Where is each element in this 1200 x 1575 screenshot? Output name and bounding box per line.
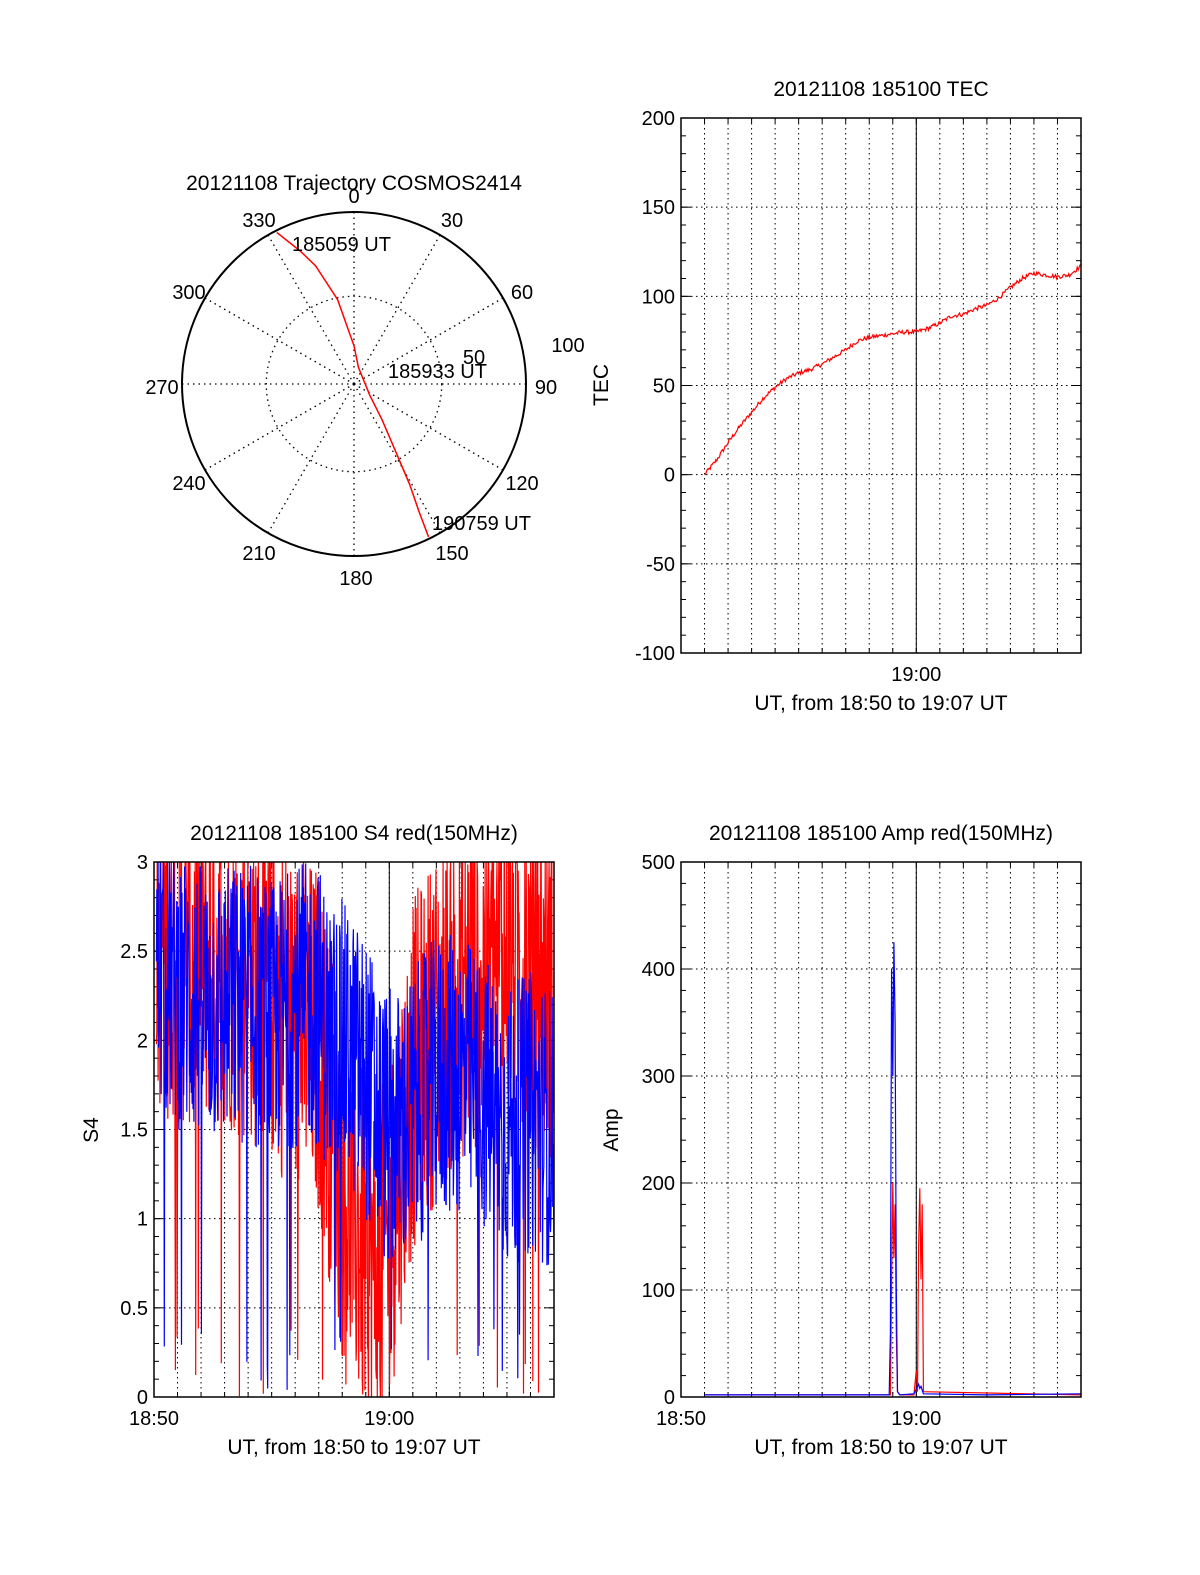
- polar-angle-label: 150: [435, 543, 468, 565]
- s4-ylabel: S4: [80, 1117, 103, 1143]
- y-tick-label: 2: [137, 1030, 148, 1052]
- track-time-annotation: 185059 UT: [292, 234, 391, 256]
- y-tick-label: 2.5: [120, 941, 148, 963]
- amp-ylabel: Amp: [600, 1108, 623, 1151]
- tec-panel: 20121108 185100 TEC UT, from 18:50 to 19…: [590, 78, 1082, 715]
- y-tick-label: 500: [642, 852, 675, 874]
- y-tick-label: 0.5: [120, 1298, 148, 1320]
- polar-angle-label: 180: [339, 568, 372, 590]
- track-time-annotation: 190759 UT: [432, 513, 531, 535]
- s4-title: 20121108 185100 S4 red(150MHz): [190, 822, 518, 845]
- trajectory-title: 20121108 Trajectory COSMOS2414: [186, 172, 522, 195]
- polar-spoke: [353, 383, 504, 471]
- trajectory-panel: 20121108 Trajectory COSMOS2414 0 30 60 90 12…: [145, 172, 584, 590]
- y-tick-label: 1.5: [120, 1120, 148, 1142]
- x-tick-label: 19:00: [891, 664, 941, 686]
- y-tick-label: 200: [642, 108, 675, 130]
- x-tick-label: 18:50: [656, 1408, 706, 1430]
- y-tick-label: 0: [664, 465, 675, 487]
- amp-xlabel: UT, from 18:50 to 19:07 UT: [754, 1436, 1007, 1459]
- polar-radius-label: 50: [463, 347, 485, 369]
- plot-frame: [680, 117, 1082, 654]
- polar-spoke: [267, 234, 355, 385]
- polar-angle-label: 30: [441, 210, 463, 232]
- y-tick-label: 200: [642, 1173, 675, 1195]
- y-tick-label: 100: [642, 1280, 675, 1302]
- polar-angle-label: 330: [242, 210, 275, 232]
- polar-angle-label: 90: [535, 377, 557, 399]
- plot-frame: [153, 861, 555, 1398]
- x-tick-label: 19:00: [891, 1408, 941, 1430]
- y-tick-label: 400: [642, 959, 675, 981]
- y-tick-label: -50: [646, 554, 675, 576]
- polar-radius-label: 100: [551, 335, 584, 357]
- y-tick-label: 0: [664, 1387, 675, 1409]
- y-tick-label: -100: [635, 643, 675, 665]
- polar-angle-label: 0: [348, 186, 359, 208]
- polar-spoke: [353, 234, 441, 385]
- amp-title: 20121108 185100 Amp red(150MHz): [709, 822, 1053, 845]
- track-time-annotation: 185933 UT: [388, 361, 487, 383]
- polar-inner-ring: [265, 295, 443, 473]
- polar-angle-label: 240: [172, 473, 205, 495]
- polar-spoke: [353, 383, 441, 534]
- s4-xlabel: UT, from 18:50 to 19:07 UT: [227, 1436, 480, 1459]
- polar-angle-label: 120: [505, 473, 538, 495]
- x-tick-label: 18:50: [129, 1408, 179, 1430]
- series-line-blue: [155, 862, 554, 1390]
- y-tick-label: 1: [137, 1209, 148, 1231]
- y-tick-label: 50: [653, 376, 675, 398]
- series-line-red: [704, 264, 1081, 476]
- polar-spoke: [353, 297, 504, 385]
- y-tick-label: 300: [642, 1066, 675, 1088]
- series-line-blue: [704, 942, 1081, 1396]
- polar-spoke: [204, 383, 355, 471]
- y-tick-label: 100: [642, 286, 675, 308]
- polar-angle-label: 300: [172, 282, 205, 304]
- amp-panel: 20121108 185100 Amp red(150MHz) UT, from…: [600, 822, 1082, 1459]
- polar-spoke: [267, 383, 355, 534]
- x-tick-label: 19:00: [364, 1408, 414, 1430]
- s4-panel: 20121108 185100 S4 red(150MHz) UT, from …: [80, 822, 555, 1459]
- satellite-track: [276, 231, 430, 538]
- tec-ylabel: TEC: [590, 364, 613, 406]
- y-tick-label: 0: [137, 1387, 148, 1409]
- polar-spoke: [204, 297, 355, 385]
- polar-angle-label: 270: [145, 377, 178, 399]
- plot-frame: [680, 861, 1082, 1398]
- polar-angle-label: 210: [242, 543, 275, 565]
- tec-title: 20121108 185100 TEC: [773, 78, 988, 101]
- y-tick-label: 150: [642, 197, 675, 219]
- y-tick-label: 3: [137, 852, 148, 874]
- tec-xlabel: UT, from 18:50 to 19:07 UT: [754, 692, 1007, 715]
- polar-angle-label: 60: [511, 282, 533, 304]
